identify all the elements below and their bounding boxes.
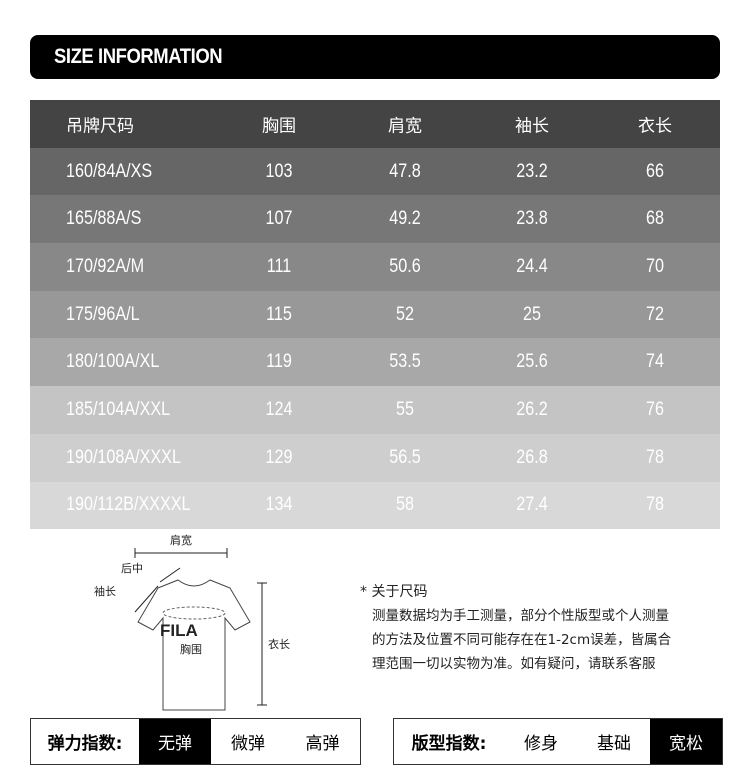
elasticity-option-high: 高弹 [305, 734, 340, 754]
cell: 24.4 [516, 255, 548, 277]
cell: 58 [396, 494, 414, 516]
title: SIZE INFORMATION [54, 45, 223, 68]
elasticity-option-slight: 微弹 [231, 734, 265, 754]
table-row: 180/100A/XL 119 53.5 25.6 74 [30, 338, 720, 387]
cell: 107 [265, 208, 293, 230]
cell: 吊牌尺码 [66, 116, 134, 137]
cell: 115 [266, 303, 292, 325]
cell: 66 [646, 160, 664, 182]
cell: 119 [266, 351, 292, 373]
cell: 55 [396, 398, 414, 420]
elasticity-label: 弹力指数: [47, 734, 123, 754]
table-row: 190/108A/XXXL 129 56.5 26.8 78 [30, 433, 720, 482]
fit-option-slim: 修身 [524, 734, 558, 754]
cell: 78 [646, 446, 664, 468]
fit-option-regular: 基础 [597, 734, 631, 754]
cell: 23.2 [516, 160, 548, 182]
label-chest: 胸围 [180, 642, 202, 656]
elasticity-index: 弹力指数: 无弹 微弹 高弹 [30, 718, 361, 765]
label-back-center: 后中 [121, 562, 143, 575]
cell: 袖长 [515, 116, 549, 137]
fit-label: 版型指数: [411, 734, 487, 754]
label-shoulder: 肩宽 [170, 533, 192, 547]
cell: 78 [646, 494, 664, 516]
cell: 124 [265, 398, 293, 420]
cell: 53.5 [389, 351, 421, 373]
table-row: 190/112B/XXXXL 134 58 27.4 78 [30, 481, 720, 530]
label-length: 衣长 [268, 637, 290, 651]
cell: 68 [646, 208, 664, 230]
label-sleeve: 袖长 [94, 584, 116, 598]
cell: 25.6 [516, 351, 548, 373]
cell: 74 [646, 351, 664, 373]
tshirt-diagram: 肩宽 后中 袖长 FILA 胸围 衣长 [94, 533, 290, 711]
cell: 56.5 [389, 446, 421, 468]
table-row: 170/92A/M 111 50.6 24.4 70 [30, 243, 720, 291]
cell: 190/108A/XXXL [66, 446, 181, 468]
cell: 134 [265, 494, 293, 516]
cell: 70 [646, 255, 664, 277]
table-row: 175/96A/L 115 52 25 72 [30, 290, 720, 339]
cell: 111 [266, 255, 292, 277]
cell: 23.8 [516, 208, 548, 230]
cell: 76 [646, 398, 664, 420]
note-line: 理范围一切以实物为准。如有疑问，请联系客服 [372, 656, 656, 672]
cell: 72 [646, 303, 664, 325]
cell: 165/88A/S [66, 208, 142, 230]
note-heading: * 关于尺码 [360, 584, 428, 600]
cell: 胸围 [262, 116, 296, 137]
cell: 180/100A/XL [66, 351, 160, 373]
table-row: 160/84A/XS 103 47.8 23.2 66 [30, 147, 720, 196]
note-line: 测量数据均为手工测量，部分个性版型或个人测量 [372, 608, 669, 624]
size-table: 吊牌尺码 胸围 肩宽 袖长 衣长 160/84A/XS 103 47.8 23.2 66 165/8… [30, 100, 720, 530]
elasticity-option-none: 无弹 [139, 719, 211, 764]
cell: 170/92A/M [66, 255, 145, 277]
cell: 26.8 [516, 446, 548, 468]
cell: 50.6 [389, 255, 421, 277]
table-row: 185/104A/XXL 124 55 26.2 76 [30, 386, 720, 434]
title-bar: SIZE INFORMATION [30, 35, 720, 79]
cell: 26.2 [516, 398, 548, 420]
cell: 103 [265, 160, 293, 182]
cell: 160/84A/XS [66, 160, 153, 182]
note-line: 的方法及位置不同可能存在在1-2cm误差，皆属合 [372, 632, 672, 648]
table-row: 165/88A/S 107 49.2 23.8 68 [30, 195, 720, 244]
cell: 25 [523, 303, 541, 325]
table-header: 吊牌尺码 胸围 肩宽 袖长 衣长 [30, 100, 720, 148]
size-note: * 关于尺码 测量数据均为手工测量，部分个性版型或个人测量 的方法及位置不同可能… [360, 580, 671, 676]
cell: 190/112B/XXXXL [66, 494, 191, 516]
cell: 175/96A/L [66, 303, 140, 325]
cell: 肩宽 [388, 116, 422, 137]
cell: 129 [265, 446, 293, 468]
cell: 27.4 [516, 494, 548, 516]
cell: 衣长 [638, 116, 672, 137]
cell: 47.8 [389, 160, 421, 182]
cell: 185/104A/XXL [66, 398, 171, 420]
fit-option-loose: 宽松 [650, 719, 722, 764]
cell: 52 [396, 303, 414, 325]
fit-index: 版型指数: 修身 基础 宽松 [393, 718, 723, 765]
fila-logo: FILA [160, 621, 198, 640]
cell: 49.2 [389, 208, 421, 230]
